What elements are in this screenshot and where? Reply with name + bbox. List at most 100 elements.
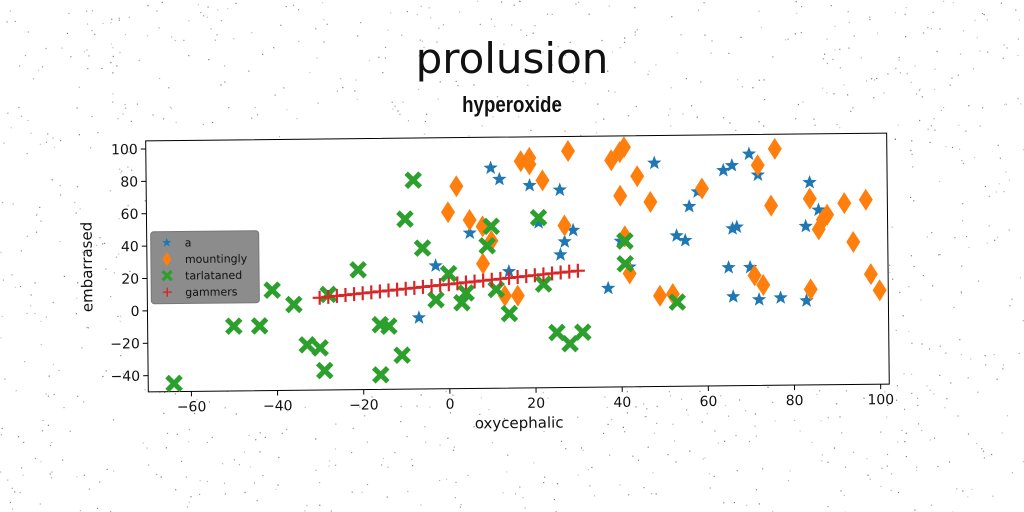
x-tick-label: 60: [700, 394, 718, 410]
data-point-mountingly: [846, 230, 861, 253]
data-point-mountingly: [863, 263, 878, 286]
data-point-mountingly: [476, 252, 491, 275]
data-point-tarlataned: [439, 264, 458, 283]
data-point-tarlataned: [427, 290, 445, 309]
axis-ticks: −60 −40 −20 0 20 40 60 80 100 −40 −20 0 20 40 60 80 100: [110, 142, 894, 416]
data-point-mountingly: [694, 177, 709, 200]
x-tick-label: −20: [349, 397, 379, 413]
data-point-a: [726, 289, 741, 303]
data-point-mountingly: [652, 284, 667, 307]
data-point-tarlataned: [315, 361, 334, 380]
data-point-mountingly: [802, 187, 817, 210]
data-point-mountingly: [441, 201, 456, 224]
legend-label-mountingly: mountingly: [185, 252, 248, 266]
legend-marker-a: [162, 237, 172, 247]
x-tick-label: −60: [177, 399, 207, 415]
data-point-tarlataned: [453, 293, 471, 312]
data-point-a: [601, 280, 616, 295]
data-point-mountingly: [612, 141, 627, 164]
data-point-tarlataned: [534, 275, 553, 293]
data-point-mountingly: [858, 188, 873, 211]
data-point-mountingly: [449, 175, 464, 198]
data-point-mountingly: [764, 194, 779, 217]
chart-subtitle: hyperoxide: [462, 92, 562, 117]
data-point-a: [721, 260, 736, 274]
x-tick-label: 40: [613, 395, 631, 411]
data-point-mountingly: [561, 140, 576, 163]
data-point-tarlataned: [224, 317, 243, 335]
data-point-mountingly: [630, 165, 645, 188]
data-point-tarlataned: [413, 239, 432, 257]
y-tick-label: 60: [121, 207, 139, 223]
data-point-a: [411, 310, 427, 324]
data-point-a: [682, 198, 697, 213]
data-point-tarlataned: [396, 210, 414, 228]
data-point-a: [566, 222, 581, 237]
data-point-mountingly: [750, 154, 765, 177]
data-point-a: [557, 234, 572, 248]
data-point-a: [724, 158, 739, 172]
data-point-mountingly: [811, 218, 826, 241]
data-point-tarlataned: [404, 171, 423, 189]
x-axis-label: oxycephalic: [475, 414, 564, 433]
data-point-tarlataned: [561, 334, 579, 353]
data-point-tarlataned: [457, 284, 475, 302]
data-point-mountingly: [872, 279, 887, 302]
x-tick-label: −40: [263, 398, 293, 414]
data-point-a: [729, 219, 744, 234]
data-point-a: [483, 160, 498, 175]
data-point-mountingly: [767, 137, 782, 160]
data-point-mountingly: [803, 278, 818, 301]
data-point-tarlataned: [285, 295, 303, 314]
x-tick-label: 20: [527, 396, 545, 412]
data-point-a: [678, 233, 693, 247]
data-point-mountingly: [747, 264, 762, 287]
data-point-a: [522, 177, 537, 192]
data-point-mountingly: [820, 203, 835, 226]
data-point-a: [531, 215, 546, 229]
chart-title: prolusion: [415, 34, 609, 83]
data-point-mountingly: [497, 284, 512, 307]
data-point-tarlataned: [393, 346, 411, 365]
data-point-gammers: [570, 263, 585, 278]
data-point-tarlataned: [616, 254, 635, 273]
y-tick-label: 20: [121, 272, 139, 288]
data-point-mountingly: [815, 208, 830, 231]
data-point-tarlataned: [574, 323, 592, 342]
data-point-mountingly: [604, 149, 619, 172]
data-point-a: [553, 247, 568, 261]
data-point-mountingly: [613, 184, 628, 207]
data-point-a: [492, 171, 507, 186]
x-tick-label: 0: [445, 397, 454, 413]
data-point-tarlataned: [371, 366, 390, 384]
y-tick-label: 40: [121, 239, 139, 255]
data-point-a: [501, 263, 517, 278]
data-point-mountingly: [522, 153, 537, 176]
data-point-tarlataned: [380, 317, 398, 335]
data-point-tarlataned: [250, 317, 269, 335]
data-point-mountingly: [616, 136, 631, 159]
data-point-mountingly: [837, 192, 852, 215]
data-point-tarlataned: [482, 217, 501, 236]
data-point-a: [741, 146, 757, 161]
data-point-a: [462, 225, 477, 240]
y-tick-label: −40: [111, 369, 141, 385]
data-point-tarlataned: [349, 260, 367, 279]
data-point-tarlataned: [616, 232, 634, 250]
data-point-tarlataned: [165, 374, 183, 393]
plot-area: [145, 132, 890, 393]
y-axis-label: embarrased: [78, 222, 97, 313]
data-point-tarlataned: [298, 336, 317, 354]
y-tick-label: 0: [130, 304, 139, 320]
data-point-tarlataned: [263, 281, 282, 299]
data-point-a: [802, 175, 817, 189]
x-tick-label: 100: [867, 392, 894, 408]
data-point-a: [798, 218, 813, 233]
data-point-mountingly: [535, 169, 550, 192]
data-point-a: [552, 182, 567, 197]
legend-label-gammers: gammers: [185, 285, 238, 299]
data-point-tarlataned: [529, 208, 548, 227]
data-point-a: [669, 228, 684, 242]
data-marks: [165, 136, 887, 393]
